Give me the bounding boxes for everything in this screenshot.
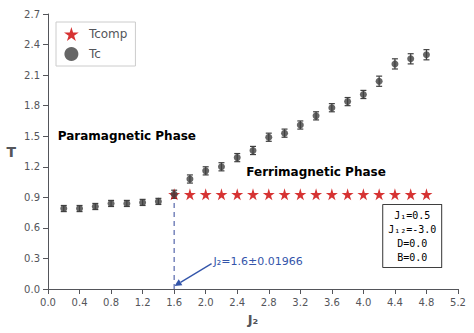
svg-text:4.0: 4.0: [355, 297, 371, 308]
svg-text:1.6: 1.6: [166, 297, 182, 308]
svg-text:2.1: 2.1: [24, 70, 40, 81]
svg-text:Paramagnetic Phase: Paramagnetic Phase: [58, 129, 196, 143]
svg-text:2.4: 2.4: [229, 297, 245, 308]
svg-text:4.8: 4.8: [419, 297, 435, 308]
svg-text:2.7: 2.7: [24, 9, 40, 20]
svg-text:Tcomp: Tcomp: [88, 27, 128, 41]
svg-text:B=0.0: B=0.0: [397, 252, 427, 263]
svg-text:5.2: 5.2: [450, 297, 466, 308]
svg-text:1.2: 1.2: [135, 297, 151, 308]
svg-text:3.6: 3.6: [324, 297, 340, 308]
svg-text:J₂: J₂: [247, 312, 259, 327]
svg-text:Ferrimagnetic Phase: Ferrimagnetic Phase: [246, 165, 386, 179]
svg-text:T: T: [6, 144, 16, 160]
svg-text:Tc: Tc: [88, 47, 101, 61]
svg-text:3.2: 3.2: [292, 297, 308, 308]
svg-text:0.3: 0.3: [24, 253, 40, 264]
svg-text:2.4: 2.4: [24, 39, 40, 50]
svg-text:J₂=1.6±0.01966: J₂=1.6±0.01966: [213, 255, 303, 268]
svg-text:1.2: 1.2: [24, 161, 40, 172]
svg-text:0.0: 0.0: [24, 284, 40, 295]
svg-text:J₁=0.5: J₁=0.5: [394, 210, 430, 221]
svg-text:0.6: 0.6: [24, 222, 40, 233]
svg-text:D=0.0: D=0.0: [397, 238, 427, 249]
svg-text:2.8: 2.8: [261, 297, 277, 308]
svg-text:0.9: 0.9: [24, 192, 40, 203]
svg-text:2.0: 2.0: [198, 297, 214, 308]
svg-text:1.8: 1.8: [24, 100, 40, 111]
svg-text:4.4: 4.4: [387, 297, 403, 308]
svg-text:0.8: 0.8: [103, 297, 119, 308]
svg-text:0.0: 0.0: [40, 297, 56, 308]
svg-text:1.5: 1.5: [24, 131, 40, 142]
svg-text:0.4: 0.4: [72, 297, 88, 308]
svg-text:J₁₂=-3.0: J₁₂=-3.0: [388, 224, 436, 235]
